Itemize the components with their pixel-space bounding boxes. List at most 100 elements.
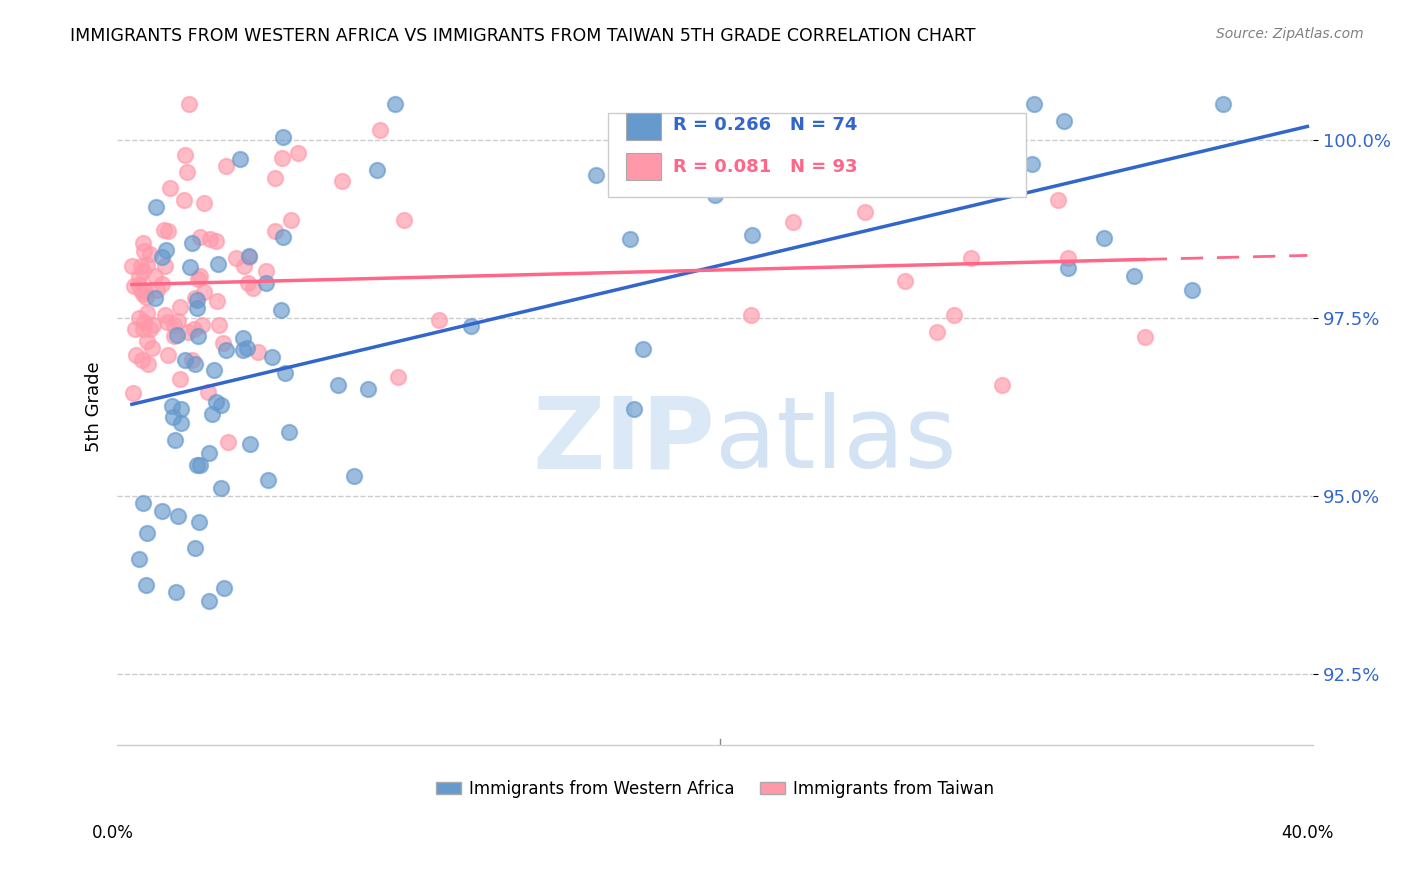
Point (1046, 193, 1069, 207)
Point (741, 227, 763, 242)
Point (1212, 97, 1234, 112)
Point (156, 224, 179, 238)
Point (132, 314, 155, 328)
Point (183, 322, 205, 336)
Point (1053, 114, 1076, 128)
Point (128, 552, 150, 566)
Point (145, 200, 167, 214)
Point (981, 180, 1004, 194)
Point (124, 348, 146, 362)
Point (894, 274, 917, 288)
Point (233, 259, 256, 273)
Point (184, 541, 207, 556)
Point (427, 312, 450, 326)
Point (198, 594, 221, 608)
Point (131, 236, 153, 251)
Point (209, 481, 232, 495)
Point (162, 409, 184, 424)
Point (187, 328, 209, 343)
Point (129, 283, 152, 297)
Point (943, 308, 966, 322)
Point (366, 162, 388, 177)
Point (138, 247, 160, 261)
Text: Source: ZipAtlas.com: Source: ZipAtlas.com (1216, 27, 1364, 41)
Point (146, 283, 169, 297)
Point (1122, 268, 1144, 283)
Point (246, 344, 269, 359)
Point (135, 306, 157, 320)
Point (273, 129, 295, 144)
Point (326, 377, 349, 392)
Text: 40.0%: 40.0% (1281, 824, 1334, 842)
Text: ZIP: ZIP (533, 392, 716, 489)
Point (150, 504, 173, 518)
Text: R = 0.266   N = 74: R = 0.266 N = 74 (673, 116, 858, 135)
Point (202, 362, 225, 376)
Point (188, 458, 211, 473)
Point (131, 352, 153, 367)
Point (229, 152, 252, 166)
Point (215, 159, 238, 173)
Point (179, 97, 201, 112)
Point (278, 425, 301, 439)
Point (186, 301, 208, 315)
Point (207, 257, 229, 271)
Point (212, 336, 235, 351)
Point (201, 407, 224, 421)
Point (193, 196, 215, 211)
Point (184, 357, 207, 371)
Y-axis label: 5th Grade: 5th Grade (86, 361, 103, 452)
Point (180, 352, 202, 367)
Point (169, 372, 191, 386)
Point (208, 318, 231, 333)
Point (631, 342, 654, 356)
Point (190, 318, 212, 333)
Text: IMMIGRANTS FROM WESTERN AFRICA VS IMMIGRANTS FROM TAIWAN 5TH GRADE CORRELATION C: IMMIGRANTS FROM WESTERN AFRICA VS IMMIGR… (70, 27, 976, 45)
Point (132, 321, 155, 335)
Point (163, 328, 186, 343)
Point (225, 251, 247, 265)
Point (330, 174, 353, 188)
Point (174, 148, 197, 162)
Point (287, 145, 309, 160)
Point (134, 244, 156, 258)
Point (128, 311, 150, 326)
Point (121, 385, 143, 400)
Point (1133, 330, 1156, 344)
Point (343, 468, 366, 483)
Point (135, 578, 157, 592)
Point (128, 278, 150, 293)
Point (853, 205, 876, 219)
Point (153, 223, 176, 237)
Point (260, 350, 283, 364)
Text: atlas: atlas (716, 392, 957, 489)
Point (264, 171, 287, 186)
Point (143, 292, 166, 306)
Point (132, 264, 155, 278)
Point (124, 322, 146, 336)
Point (173, 352, 195, 367)
Point (141, 341, 163, 355)
Point (1056, 252, 1078, 266)
Point (990, 378, 1012, 392)
Point (193, 285, 215, 299)
Point (163, 433, 186, 447)
Point (368, 123, 391, 137)
Point (198, 231, 221, 245)
Point (254, 264, 277, 278)
Point (214, 581, 236, 595)
Point (197, 384, 219, 399)
Point (993, 160, 1015, 174)
Point (782, 215, 804, 229)
Point (143, 268, 166, 283)
Point (270, 151, 292, 165)
Point (132, 496, 155, 510)
Point (167, 314, 190, 328)
Point (180, 236, 202, 251)
Point (238, 249, 260, 263)
Point (232, 343, 254, 357)
Point (121, 259, 143, 273)
Point (186, 293, 208, 308)
Point (170, 402, 193, 417)
Point (271, 230, 294, 244)
